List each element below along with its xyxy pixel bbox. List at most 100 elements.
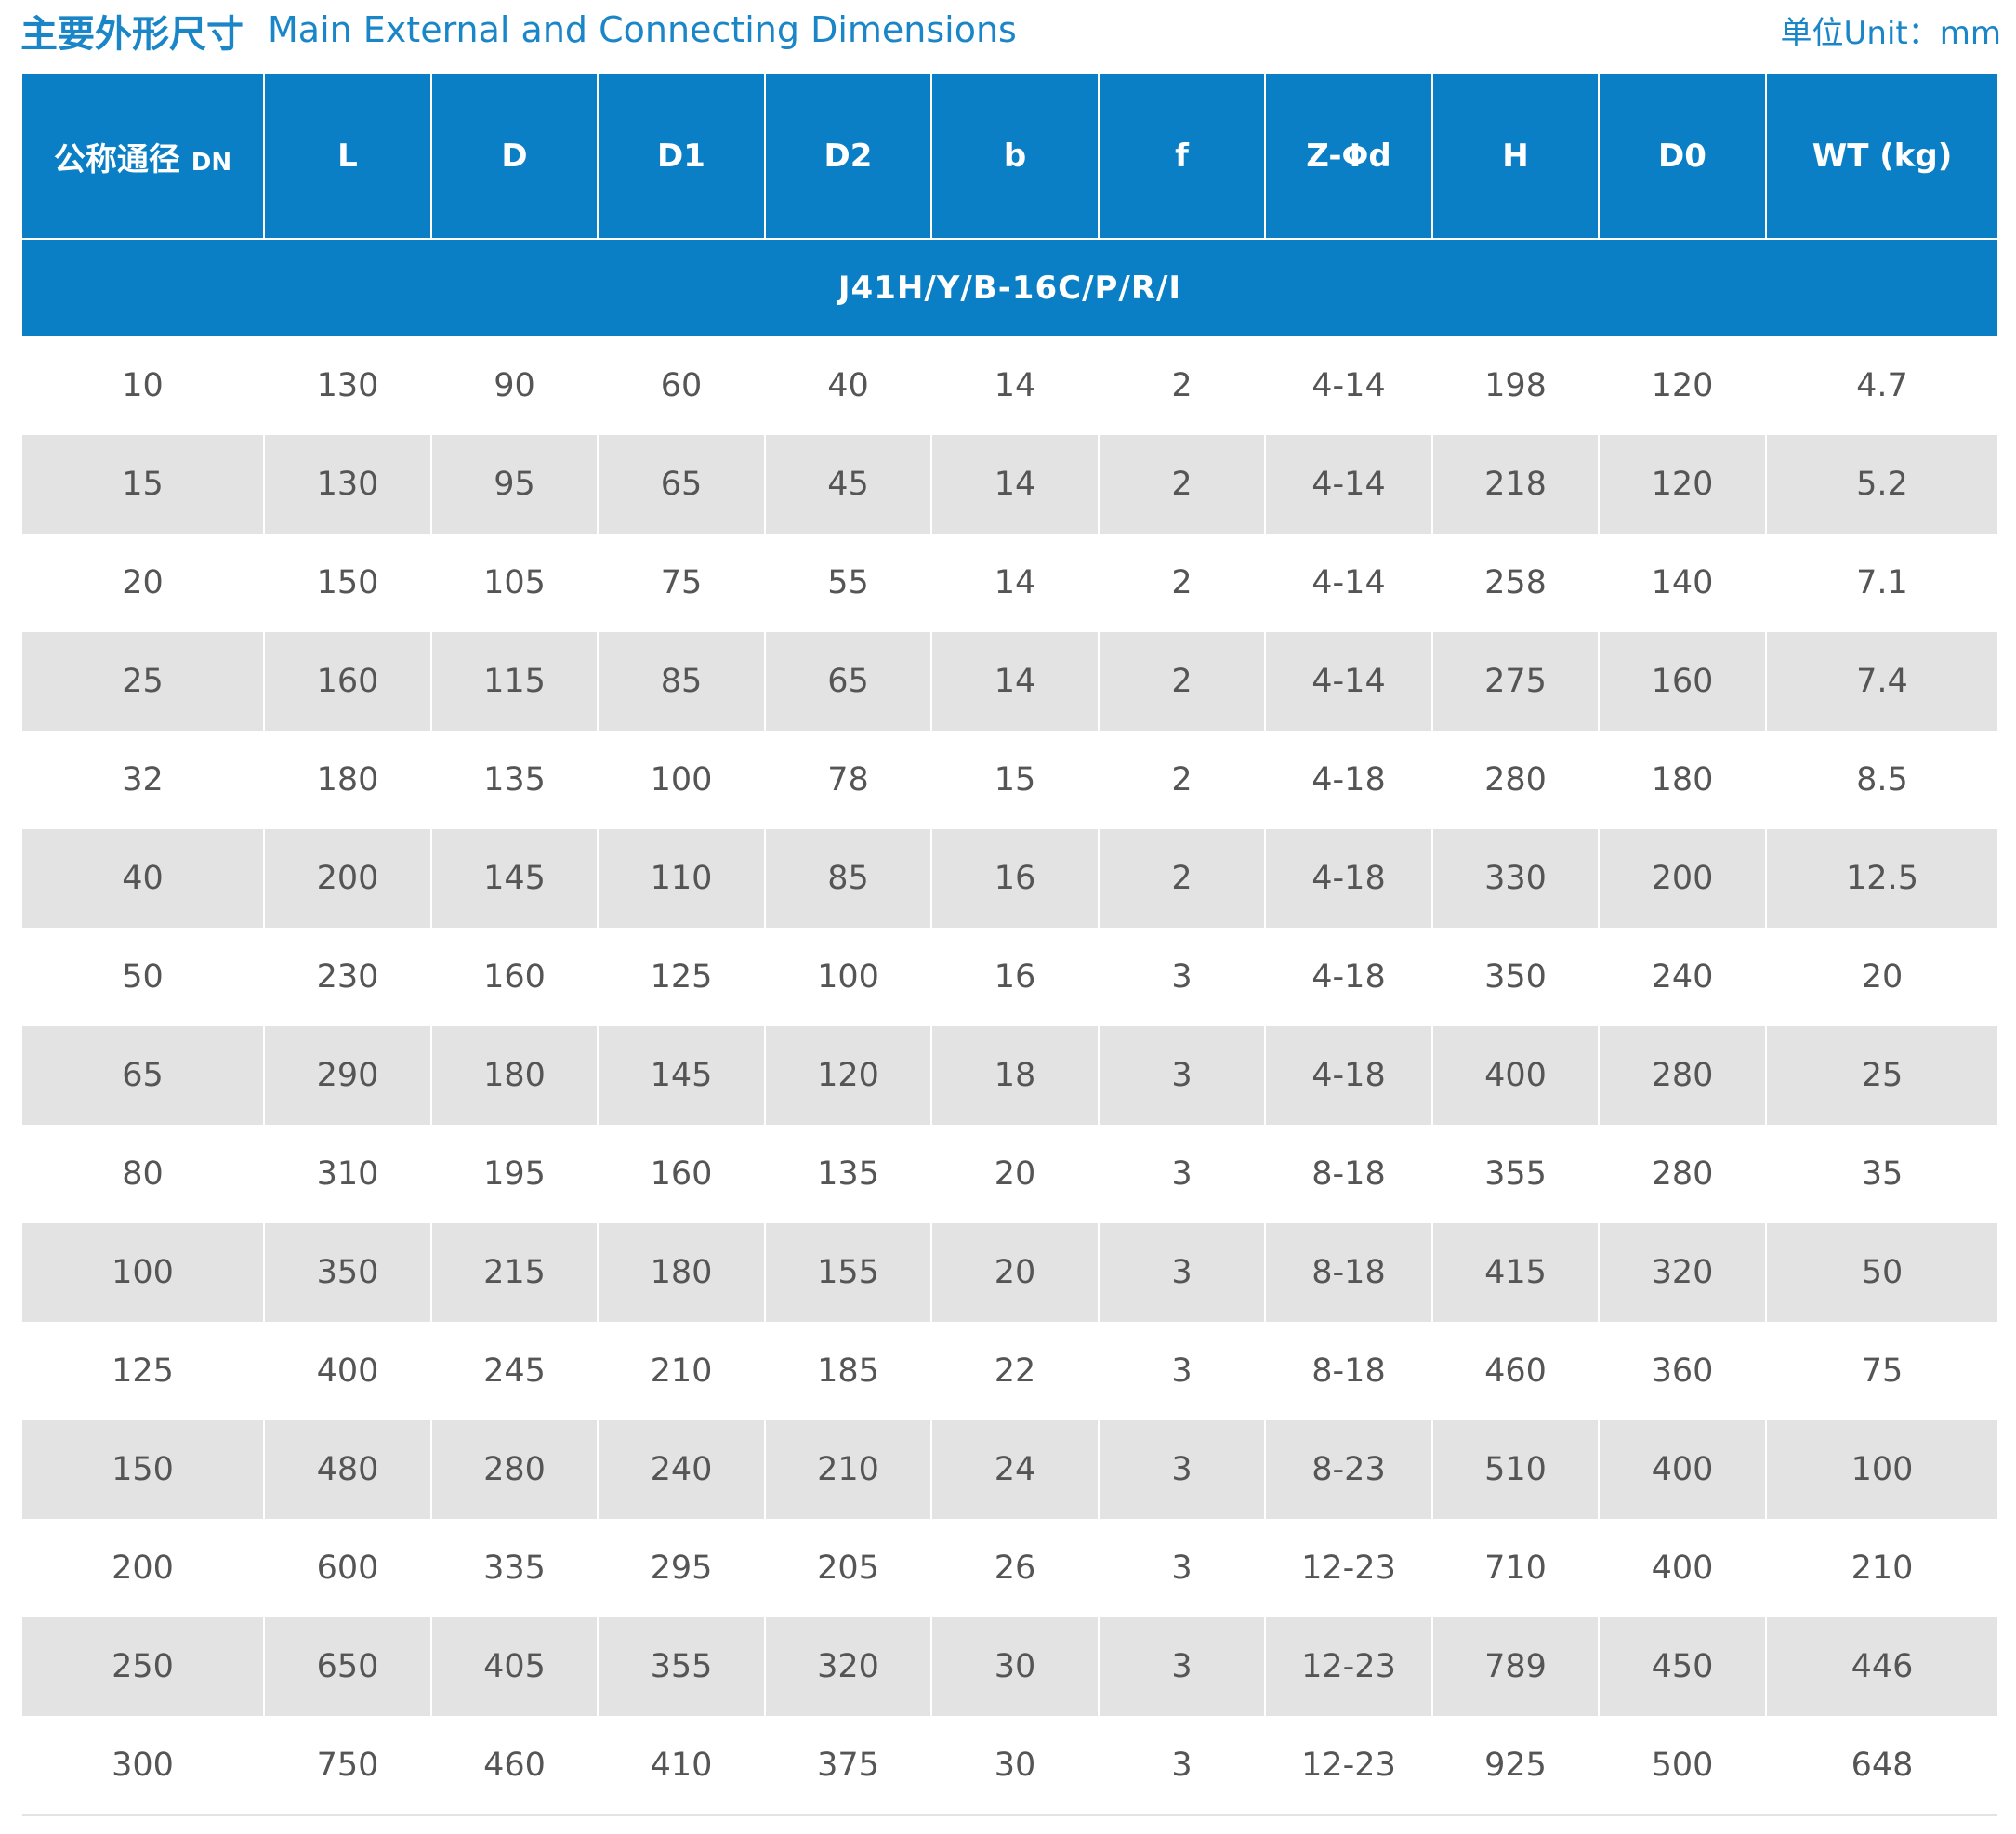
table-row: 25 160 115 85 65 14 2 4-14 275 160 7.4 bbox=[22, 632, 1997, 731]
table-cell: 4-18 bbox=[1265, 829, 1433, 928]
table-cell: 8-23 bbox=[1265, 1420, 1433, 1519]
table-cell: 40 bbox=[765, 336, 932, 435]
table-cell: 400 bbox=[264, 1322, 432, 1420]
table-cell: 14 bbox=[931, 336, 1100, 435]
table-cell: 15 bbox=[22, 435, 265, 534]
table-cell: 100 bbox=[598, 731, 766, 829]
table-cell: 200 bbox=[1599, 829, 1767, 928]
table-cell: 65 bbox=[765, 632, 932, 731]
table-cell: 310 bbox=[264, 1125, 432, 1223]
table-cell: 12-23 bbox=[1265, 1716, 1433, 1816]
table-cell: 355 bbox=[1432, 1125, 1600, 1223]
table-cell: 120 bbox=[765, 1026, 932, 1125]
table-cell: 510 bbox=[1432, 1420, 1600, 1519]
table-cell: 280 bbox=[1599, 1125, 1767, 1223]
table-cell: 3 bbox=[1099, 1125, 1266, 1223]
column-header-z-phi-d: Z-Φd bbox=[1265, 74, 1433, 239]
table-cell: 215 bbox=[431, 1223, 599, 1322]
table-cell: 105 bbox=[431, 534, 599, 632]
column-header-d: D bbox=[431, 74, 599, 239]
table-cell: 650 bbox=[264, 1617, 432, 1716]
table-cell: 65 bbox=[22, 1026, 265, 1125]
table-cell: 135 bbox=[431, 731, 599, 829]
table-cell: 410 bbox=[598, 1716, 766, 1816]
table-cell: 150 bbox=[22, 1420, 265, 1519]
table-cell: 789 bbox=[1432, 1617, 1600, 1716]
table-cell: 35 bbox=[1766, 1125, 1997, 1223]
table-cell: 150 bbox=[264, 534, 432, 632]
column-header-f: f bbox=[1099, 74, 1266, 239]
table-cell: 4-18 bbox=[1265, 731, 1433, 829]
table-row: 200 600 335 295 205 26 3 12-23 710 400 210 bbox=[22, 1519, 1997, 1617]
table-cell: 100 bbox=[1766, 1420, 1997, 1519]
table-cell: 258 bbox=[1432, 534, 1600, 632]
table-cell: 22 bbox=[931, 1322, 1100, 1420]
table-cell: 4-14 bbox=[1265, 632, 1433, 731]
table-cell: 280 bbox=[431, 1420, 599, 1519]
table-cell: 18 bbox=[931, 1026, 1100, 1125]
table-cell: 405 bbox=[431, 1617, 599, 1716]
table-cell: 30 bbox=[931, 1716, 1100, 1816]
table-body: J41H/Y/B-16C/P/R/I 10 130 90 60 40 14 2 4-14 198… bbox=[22, 238, 1997, 1816]
unit-label: 单位Unit：mm bbox=[1780, 15, 2001, 52]
table-row: 32 180 135 100 78 15 2 4-18 280 180 8.5 bbox=[22, 731, 1997, 829]
model-label: J41H/Y/B-16C/P/R/I bbox=[22, 238, 1997, 336]
table-cell: 125 bbox=[598, 928, 766, 1026]
table-cell: 7.4 bbox=[1766, 632, 1997, 731]
table-cell: 2 bbox=[1099, 829, 1266, 928]
table-cell: 140 bbox=[1599, 534, 1767, 632]
table-cell: 4-18 bbox=[1265, 1026, 1433, 1125]
table-cell: 26 bbox=[931, 1519, 1100, 1617]
table-cell: 230 bbox=[264, 928, 432, 1026]
table-cell: 75 bbox=[1766, 1322, 1997, 1420]
table-cell: 400 bbox=[1432, 1026, 1600, 1125]
table-cell: 20 bbox=[1766, 928, 1997, 1026]
table-cell: 3 bbox=[1099, 1026, 1266, 1125]
table-cell: 135 bbox=[765, 1125, 932, 1223]
table-cell: 295 bbox=[598, 1519, 766, 1617]
table-cell: 15 bbox=[931, 731, 1100, 829]
table-cell: 8.5 bbox=[1766, 731, 1997, 829]
table-cell: 3 bbox=[1099, 1223, 1266, 1322]
table-cell: 925 bbox=[1432, 1716, 1600, 1816]
table-cell: 3 bbox=[1099, 1519, 1266, 1617]
table-cell: 3 bbox=[1099, 1716, 1266, 1816]
table-cell: 95 bbox=[431, 435, 599, 534]
table-cell: 600 bbox=[264, 1519, 432, 1617]
table-cell: 120 bbox=[1599, 435, 1767, 534]
table-cell: 280 bbox=[1432, 731, 1600, 829]
table-cell: 160 bbox=[598, 1125, 766, 1223]
model-row: J41H/Y/B-16C/P/R/I bbox=[22, 238, 1997, 336]
table-cell: 120 bbox=[1599, 336, 1767, 435]
table-cell: 275 bbox=[1432, 632, 1600, 731]
table-cell: 2 bbox=[1099, 435, 1266, 534]
column-header-b: b bbox=[931, 74, 1100, 239]
table-cell: 32 bbox=[22, 731, 265, 829]
table-cell: 180 bbox=[264, 731, 432, 829]
table-cell: 78 bbox=[765, 731, 932, 829]
table-cell: 648 bbox=[1766, 1716, 1997, 1816]
table-cell: 355 bbox=[598, 1617, 766, 1716]
column-header-wt: WT (kg) bbox=[1766, 74, 1997, 239]
table-cell: 450 bbox=[1599, 1617, 1767, 1716]
table-cell: 3 bbox=[1099, 1420, 1266, 1519]
column-header-dn-cn: 公称通径 bbox=[53, 140, 180, 178]
table-cell: 180 bbox=[431, 1026, 599, 1125]
table-cell: 100 bbox=[765, 928, 932, 1026]
table-cell: 205 bbox=[765, 1519, 932, 1617]
page-title-en: Main External and Connecting Dimensions bbox=[268, 9, 1017, 50]
table-cell: 3 bbox=[1099, 1322, 1266, 1420]
table-cell: 24 bbox=[931, 1420, 1100, 1519]
table-cell: 115 bbox=[431, 632, 599, 731]
table-cell: 25 bbox=[22, 632, 265, 731]
column-header-d0: D0 bbox=[1599, 74, 1767, 239]
table-header: 公称通径 DN L D D1 D2 b f Z-Φd H D0 WT (kg) bbox=[22, 74, 1997, 239]
table-cell: 12.5 bbox=[1766, 829, 1997, 928]
table-cell: 125 bbox=[22, 1322, 265, 1420]
table-cell: 20 bbox=[22, 534, 265, 632]
table-cell: 12-23 bbox=[1265, 1617, 1433, 1716]
table-cell: 50 bbox=[1766, 1223, 1997, 1322]
table-cell: 110 bbox=[598, 829, 766, 928]
table-cell: 3 bbox=[1099, 928, 1266, 1026]
table-cell: 85 bbox=[765, 829, 932, 928]
